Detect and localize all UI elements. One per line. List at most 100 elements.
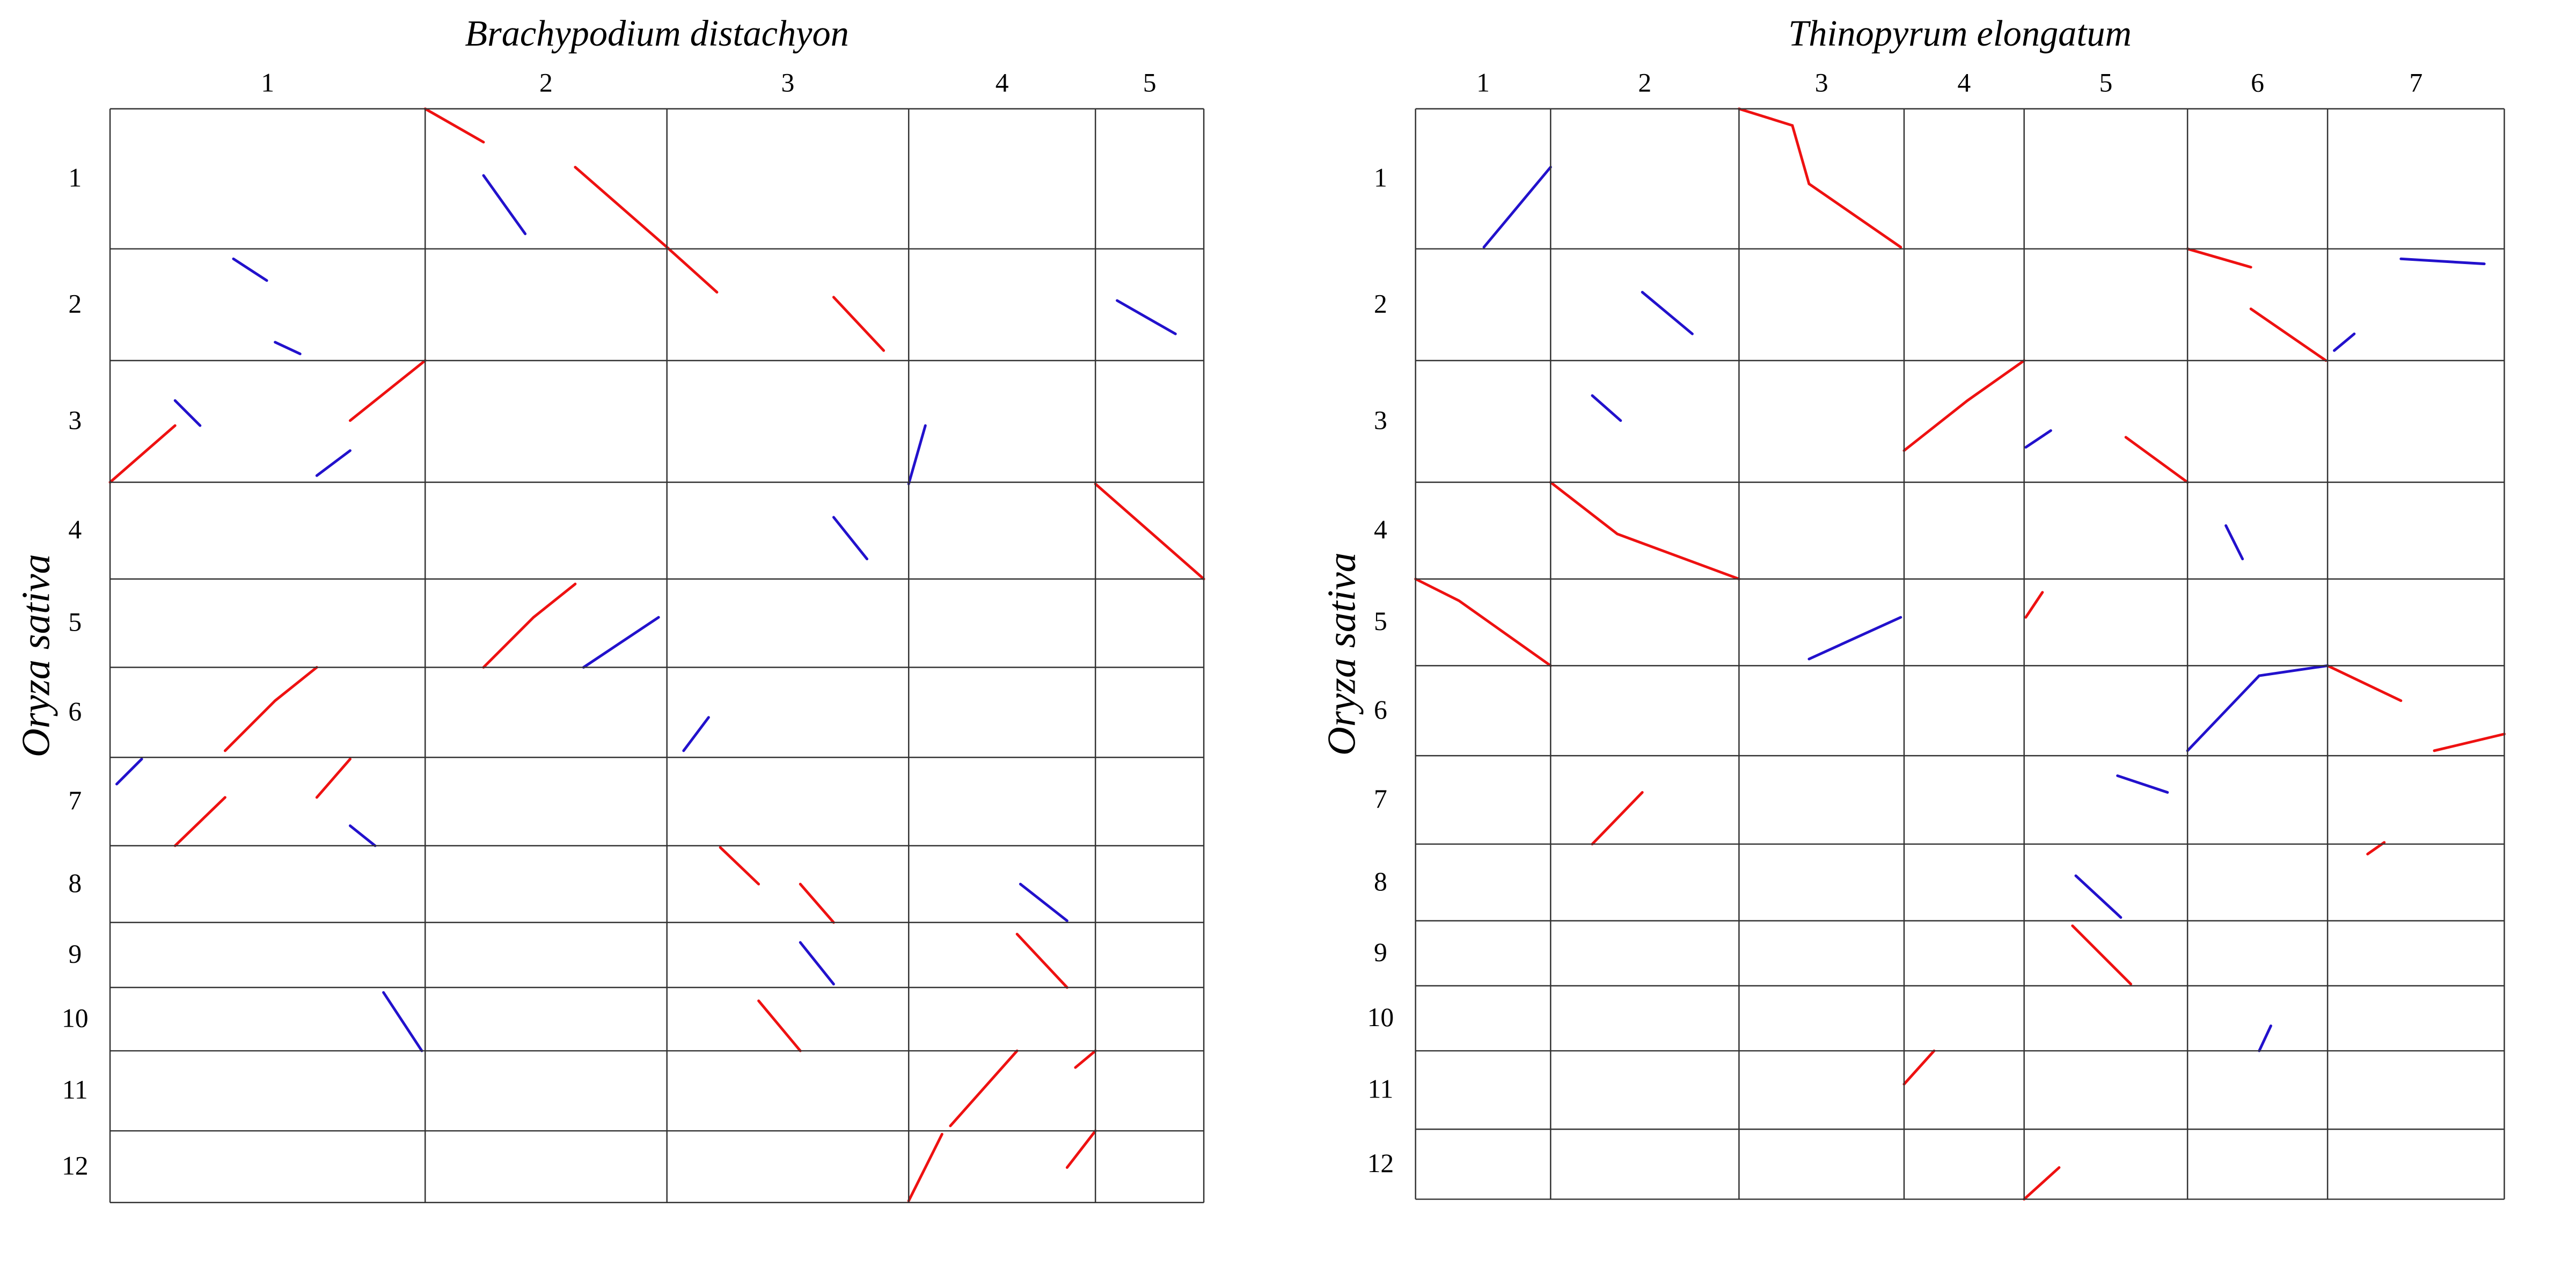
row-label: 4 (1374, 515, 1387, 544)
synteny-segment (2023, 1166, 2061, 1201)
row-label: 8 (1374, 867, 1387, 896)
synteny-segment (2333, 332, 2356, 352)
column-label: 1 (1476, 68, 1490, 98)
row-label: 11 (62, 1075, 88, 1104)
row-label: 2 (68, 289, 82, 318)
synteny-segment (832, 296, 885, 352)
synteny-segment (173, 399, 202, 427)
synteny-segment (348, 824, 377, 847)
synteny-segment (1482, 165, 1552, 249)
column-label: 6 (2251, 68, 2264, 98)
row-label: 10 (62, 1004, 89, 1033)
synteny-segment (1591, 791, 1644, 846)
synteny-segment (2024, 591, 2044, 619)
synteny-segment (832, 516, 869, 561)
synteny-segment (1737, 107, 1902, 249)
synteny-segment (2433, 733, 2506, 752)
synteny-segment (423, 107, 485, 144)
synteny-segment (1902, 1049, 1936, 1086)
row-label: 5 (1374, 606, 1387, 636)
column-label: 2 (539, 68, 553, 98)
row-label: 11 (1368, 1074, 1394, 1104)
synteny-segment (1414, 577, 1552, 667)
synteny-segment (2399, 257, 2486, 266)
row-label: 7 (68, 786, 82, 815)
row-label: 10 (1367, 1002, 1394, 1032)
synteny-segment (173, 796, 226, 847)
row-label: 8 (68, 868, 82, 898)
column-label: 5 (1143, 68, 1157, 98)
row-label: 1 (68, 163, 82, 193)
synteny-segment (348, 359, 427, 422)
column-label: 3 (781, 68, 795, 98)
synteny-segment (2071, 924, 2132, 986)
row-label: 7 (1374, 784, 1387, 814)
synteny-segment (2186, 664, 2329, 752)
synteny-segment (1591, 394, 1622, 422)
row-label: 6 (1374, 695, 1387, 724)
y-axis-label: Oryza sativa (14, 554, 58, 757)
synteny-segment (274, 341, 302, 355)
column-label: 2 (1638, 68, 1651, 98)
synteny-segment (907, 424, 927, 486)
synteny-segment (315, 449, 352, 477)
synteny-segment (1116, 299, 1177, 335)
synteny-segment (315, 757, 352, 799)
synteny-segment (382, 991, 423, 1052)
panel-title: Thinopyrum elongatum (1788, 13, 2132, 54)
synteny-segment (799, 882, 835, 924)
row-label: 6 (68, 697, 82, 726)
synteny-segment (719, 846, 760, 885)
synteny-segment (1065, 1129, 1097, 1169)
synteny-segment (1094, 482, 1205, 581)
row-label: 4 (68, 515, 82, 544)
synteny-segment (2124, 436, 2189, 484)
y-axis-label: Oryza sativa (1320, 552, 1364, 756)
row-label: 5 (68, 608, 82, 637)
column-label: 3 (1815, 68, 1828, 98)
synteny-segment (757, 999, 802, 1052)
column-label: 4 (1957, 68, 1971, 98)
row-label: 1 (1374, 163, 1387, 193)
row-label: 12 (1367, 1148, 1394, 1178)
row-label: 9 (1374, 938, 1387, 967)
synteny-segment (2326, 664, 2403, 702)
row-label: 3 (1374, 406, 1387, 435)
synteny-segment (2116, 774, 2169, 794)
synteny-segment (2224, 524, 2244, 561)
panel-title: Brachypodium distachyon (465, 13, 848, 54)
row-label: 3 (68, 406, 82, 435)
column-label: 1 (261, 68, 274, 98)
row-label: 2 (1374, 289, 1387, 318)
row-label: 12 (62, 1151, 89, 1180)
synteny-segment (907, 1132, 943, 1203)
synteny-segment (115, 757, 143, 786)
synteny-segment (949, 1049, 1019, 1128)
synteny-segment (582, 616, 660, 669)
synteny-segment (1549, 481, 1740, 581)
synteny-segment (2249, 308, 2328, 362)
column-label: 7 (2409, 68, 2423, 98)
row-label: 9 (68, 939, 82, 969)
synteny-segment (1807, 616, 1902, 661)
synteny-segment (223, 666, 318, 752)
synteny-segment (108, 424, 177, 484)
synteny-segment (1015, 933, 1069, 989)
synteny-segment (682, 716, 710, 752)
synteny-segment (232, 257, 268, 282)
synteny-segment (482, 174, 527, 236)
synteny-segment (574, 165, 719, 294)
synteny-segment (482, 582, 577, 669)
synteny-segment (2024, 429, 2052, 449)
column-label: 5 (2099, 68, 2112, 98)
synteny-segment (2186, 247, 2252, 269)
synteny-segment (1641, 290, 1694, 335)
synteny-segment (1019, 882, 1069, 923)
synteny-segment (2074, 874, 2123, 919)
synteny-segment (1902, 359, 2026, 452)
synteny-segment (2258, 1024, 2272, 1052)
